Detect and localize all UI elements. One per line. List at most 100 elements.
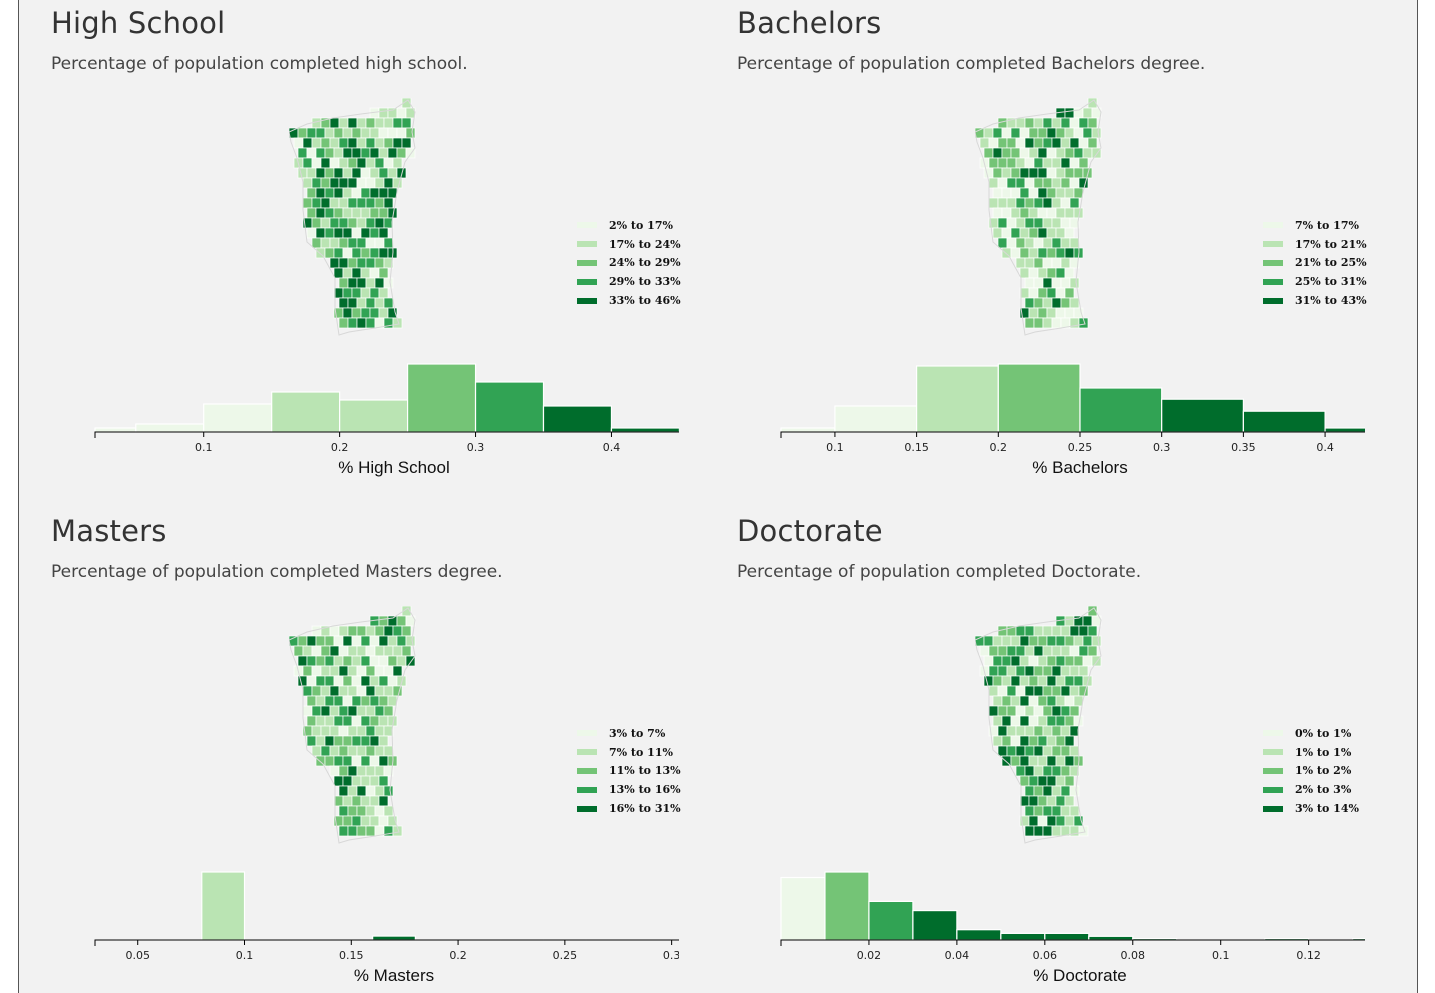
map-town xyxy=(1047,288,1056,298)
map-town xyxy=(1056,696,1065,706)
map-town xyxy=(1052,138,1061,148)
map-town xyxy=(303,158,312,168)
map-town xyxy=(1038,776,1047,786)
map-town xyxy=(984,656,993,666)
x-tick-label: 0.04 xyxy=(945,949,970,962)
map-town xyxy=(361,696,370,706)
map-town xyxy=(1043,318,1052,328)
map-town xyxy=(1065,288,1074,298)
map-town xyxy=(384,786,393,796)
map-town xyxy=(1007,178,1016,188)
legend-swatch xyxy=(577,279,597,285)
map-town xyxy=(1011,756,1020,766)
map-town xyxy=(1056,756,1065,766)
map-town xyxy=(303,198,312,208)
panel-subtitle: Percentage of population completed high … xyxy=(51,54,468,74)
map-town xyxy=(1038,128,1047,138)
map-town xyxy=(298,676,307,686)
histogram-bar xyxy=(204,404,272,432)
panel-high-school: High School Percentage of population com… xyxy=(19,0,705,506)
map-town xyxy=(1065,208,1074,218)
map-town xyxy=(1088,626,1097,636)
panel-title: Bachelors xyxy=(737,6,881,40)
map-town xyxy=(379,108,388,118)
map-town xyxy=(321,158,330,168)
map-town xyxy=(348,806,357,816)
map-town xyxy=(1065,148,1074,158)
map-town xyxy=(1025,258,1034,268)
map-town xyxy=(330,158,339,168)
map-town xyxy=(1034,258,1043,268)
map-town xyxy=(1002,208,1011,218)
map-town xyxy=(384,686,393,696)
map-town xyxy=(1043,138,1052,148)
map-town xyxy=(1052,238,1061,248)
map-town xyxy=(370,148,379,158)
map-town xyxy=(294,646,303,656)
histogram-bar xyxy=(1162,399,1244,432)
map-town xyxy=(352,696,361,706)
map-town xyxy=(330,706,339,716)
map-town xyxy=(1052,178,1061,188)
map-town xyxy=(321,178,330,188)
map-town xyxy=(357,298,366,308)
map-town xyxy=(989,706,998,716)
map-town xyxy=(361,736,370,746)
map-town xyxy=(1007,726,1016,736)
histogram-bar xyxy=(825,872,869,940)
map-town xyxy=(998,726,1007,736)
map-town xyxy=(348,826,357,836)
legend-label: 16% to 31% xyxy=(609,802,681,815)
map-town xyxy=(1016,706,1025,716)
map-town xyxy=(366,218,375,228)
map-town xyxy=(348,258,357,268)
map-town xyxy=(343,716,352,726)
map-town xyxy=(357,118,366,128)
map-town xyxy=(357,626,366,636)
legend-swatch xyxy=(577,260,597,266)
map-town xyxy=(343,308,352,318)
legend-label: 17% to 21% xyxy=(1295,238,1367,251)
x-tick-label: 0.2 xyxy=(449,949,467,962)
map-town xyxy=(1034,806,1043,816)
map-town xyxy=(348,706,357,716)
map-town xyxy=(984,676,993,686)
x-axis-label: % Masters xyxy=(354,966,434,985)
map-town xyxy=(1020,696,1029,706)
map-town xyxy=(1002,716,1011,726)
map-town xyxy=(1047,208,1056,218)
map-town xyxy=(357,278,366,288)
map-town xyxy=(384,646,393,656)
map-town xyxy=(1043,826,1052,836)
legend-label: 24% to 29% xyxy=(609,256,681,269)
map-town xyxy=(1029,308,1038,318)
x-axis-line xyxy=(95,432,679,438)
map-town xyxy=(1007,158,1016,168)
map-town xyxy=(312,238,321,248)
map-town xyxy=(361,248,370,258)
map-town xyxy=(352,716,361,726)
map-town xyxy=(1056,816,1065,826)
map-town xyxy=(352,656,361,666)
map-town xyxy=(334,248,343,258)
map-town xyxy=(984,128,993,138)
choropleth-map xyxy=(289,606,459,846)
map-town xyxy=(1011,128,1020,138)
map-town xyxy=(1070,626,1079,636)
histogram-bar xyxy=(136,424,204,432)
map-town xyxy=(1061,278,1070,288)
map-town xyxy=(1056,268,1065,278)
map-town xyxy=(357,218,366,228)
map-town xyxy=(357,746,366,756)
map-town xyxy=(361,128,370,138)
map-town xyxy=(1038,188,1047,198)
map-town xyxy=(1038,308,1047,318)
map-town xyxy=(1088,118,1097,128)
legend-label: 13% to 16% xyxy=(609,783,681,796)
map-town xyxy=(303,178,312,188)
map-town xyxy=(1034,198,1043,208)
map-town xyxy=(1074,108,1083,118)
map-town xyxy=(1056,308,1065,318)
map-town xyxy=(1011,656,1020,666)
